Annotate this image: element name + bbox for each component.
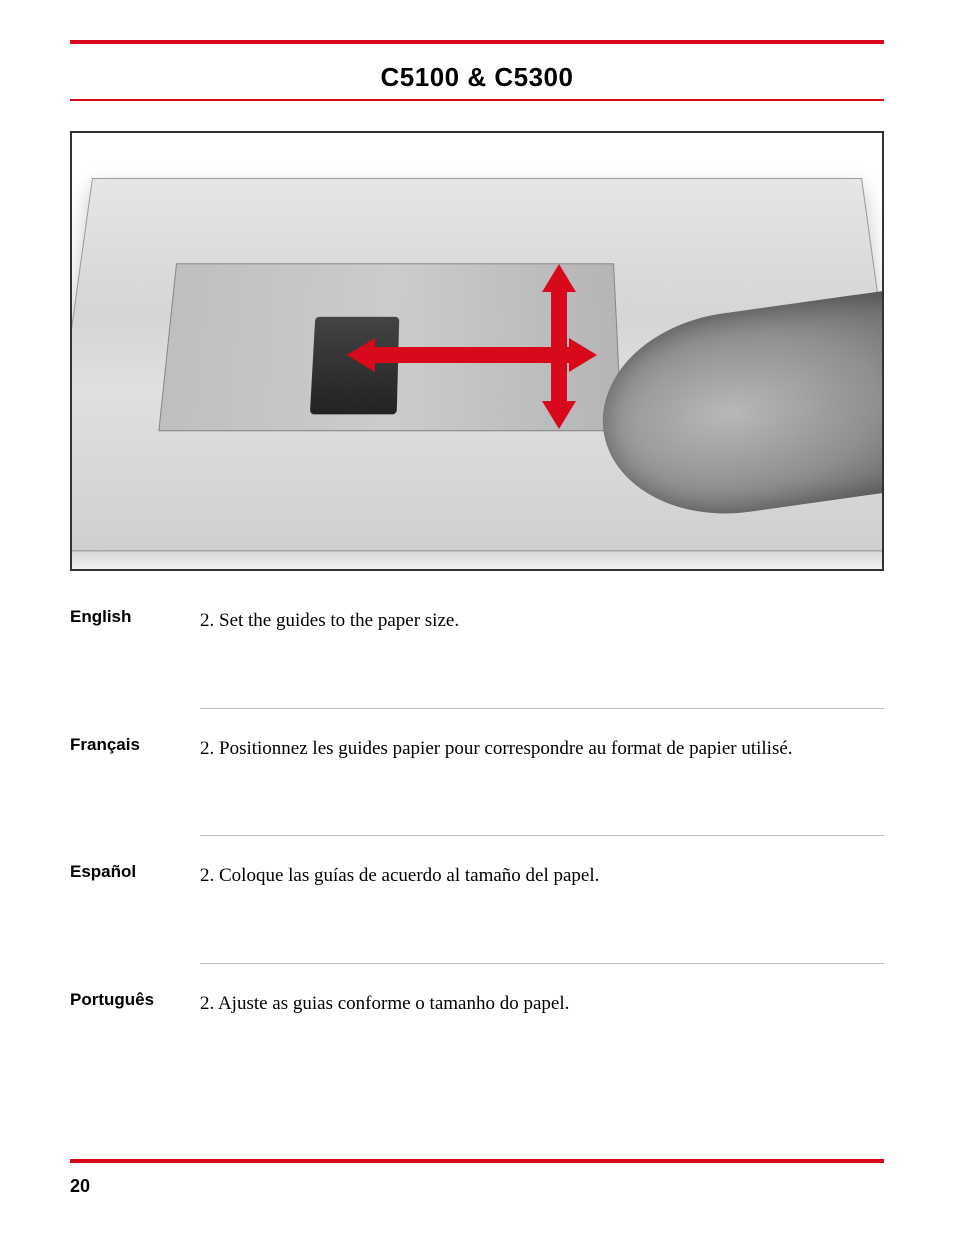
bottom-rule <box>70 1159 884 1163</box>
language-label: Español <box>70 862 200 882</box>
instruction-row: English 2. Set the guides to the paper s… <box>70 603 884 634</box>
instruction-row: Español 2. Coloque las guías de acuerdo … <box>70 858 884 889</box>
manual-page: C5100 & C5300 English 2. Set the guides … <box>0 0 954 1235</box>
instruction-list: English 2. Set the guides to the paper s… <box>70 603 884 1017</box>
instruction-row: Français 2. Positionnez les guides papie… <box>70 731 884 762</box>
page-number: 20 <box>70 1176 90 1197</box>
instruction-text: 2. Positionnez les guides papier pour co… <box>200 735 793 762</box>
language-label: Français <box>70 735 200 755</box>
language-label: English <box>70 607 200 627</box>
top-rule-thin <box>70 99 884 101</box>
page-title: C5100 & C5300 <box>70 62 884 93</box>
instruction-text: 2. Coloque las guías de acuerdo al tamañ… <box>200 862 599 889</box>
instruction-row: Português 2. Ajuste as guias conforme o … <box>70 986 884 1017</box>
row-separator <box>200 835 884 836</box>
language-label: Português <box>70 990 200 1010</box>
row-separator <box>200 963 884 964</box>
row-separator <box>200 708 884 709</box>
top-rule-thick <box>70 40 884 44</box>
horizontal-arrow-icon <box>347 338 597 372</box>
instruction-text: 2. Ajuste as guias conforme o tamanho do… <box>200 990 569 1017</box>
instruction-text: 2. Set the guides to the paper size. <box>200 607 459 634</box>
instruction-figure <box>70 131 884 571</box>
